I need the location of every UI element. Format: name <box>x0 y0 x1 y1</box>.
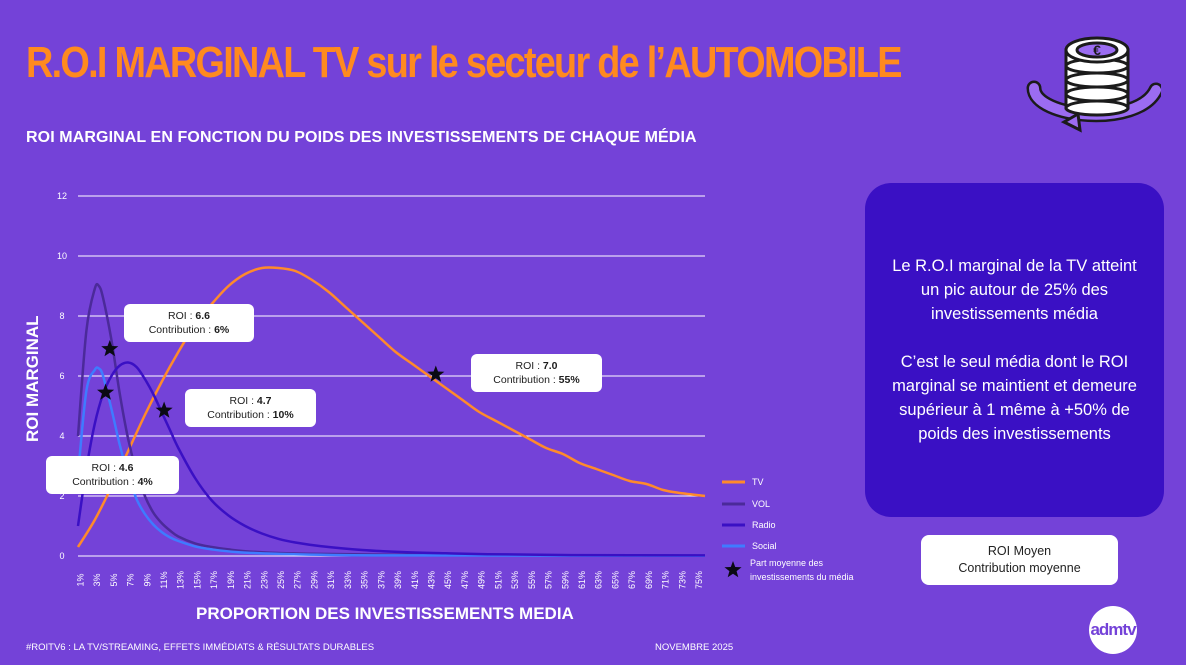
callout-roi-label: ROI : <box>167 310 196 322</box>
x-tick-label: 47% <box>460 571 470 589</box>
x-tick-label: 31% <box>326 571 336 589</box>
callout-contribution: 55% <box>558 374 580 386</box>
roi-key-line1: ROI Moyen <box>987 544 1052 558</box>
x-tick-label: 59% <box>560 571 570 589</box>
x-tick-label: 5% <box>109 573 119 586</box>
x-tick-label: 11% <box>159 571 169 588</box>
y-tick-label: 10 <box>57 251 67 261</box>
x-tick-label: 15% <box>192 571 202 589</box>
coins-stack-euro-icon: € <box>1026 36 1161 133</box>
info-paragraph-1: Le R.O.I marginal de la TV atteint un pi… <box>892 257 1137 323</box>
x-tick-label: 3% <box>92 573 102 586</box>
x-tick-label: 29% <box>309 571 319 589</box>
x-tick-label: 69% <box>644 571 654 589</box>
chart-subtitle: ROI MARGINAL EN FONCTION DU POIDS DES IN… <box>26 129 697 146</box>
x-tick-label: 23% <box>259 571 269 589</box>
x-tick-label: 53% <box>510 571 520 589</box>
star-marker-social <box>97 383 115 400</box>
x-tick-label: 35% <box>360 571 370 589</box>
callout-roi-label: ROI : <box>229 395 257 407</box>
footer-left: #ROITV6 : LA TV/STREAMING, EFFETS IMMÉDI… <box>26 642 375 653</box>
info-paragraph-2: C’est le seul média dont le ROI marginal… <box>892 353 1137 443</box>
y-tick-label: 4 <box>59 431 64 441</box>
callout-roi: 4.6 <box>118 462 134 474</box>
legend-marker-label: Part moyenne des <box>750 558 824 568</box>
legend-label-tv: TV <box>752 477 764 487</box>
x-tick-label: 9% <box>142 573 152 586</box>
callout-contribution-label: Contribution : <box>148 324 215 336</box>
x-tick-label: 45% <box>443 571 453 589</box>
callout-vol: ROI : 6.6 Contribution : 6% <box>124 304 254 342</box>
x-tick-label: 1% <box>75 573 85 586</box>
legend-star-icon <box>724 561 742 578</box>
x-tick-label: 57% <box>544 571 554 589</box>
x-tick-label: 61% <box>577 571 587 589</box>
star-marker-tv <box>427 365 445 382</box>
y-tick-label: 12 <box>57 191 67 201</box>
callout-roi: 6.6 <box>195 310 211 322</box>
x-tick-label: 49% <box>477 571 487 589</box>
admtv-logo: admtv <box>1089 606 1137 654</box>
y-tick-label: 8 <box>59 311 64 321</box>
roi-key-box: ROI Moyen Contribution moyenne <box>921 535 1118 585</box>
legend-label-vol: VOL <box>752 499 770 509</box>
callout-roi-label: ROI : <box>91 462 119 474</box>
x-tick-label: 7% <box>126 573 136 586</box>
x-tick-label: 39% <box>393 571 403 589</box>
x-tick-label: 43% <box>426 571 436 589</box>
x-tick-label: 65% <box>610 571 620 589</box>
footer-date: NOVEMBRE 2025 <box>655 642 734 653</box>
x-tick-label: 51% <box>493 571 503 589</box>
x-tick-label: 63% <box>594 571 604 589</box>
y-tick-label: 6 <box>59 371 64 381</box>
x-tick-label: 41% <box>410 571 420 589</box>
callout-radio: ROI : 4.7 Contribution : 10% <box>185 389 316 427</box>
x-tick-label: 73% <box>677 571 687 589</box>
callout-roi: 4.7 <box>256 395 272 407</box>
callout-roi: 7.0 <box>542 360 558 372</box>
legend-marker-label: investissements du média <box>750 572 854 582</box>
x-tick-label: 27% <box>293 571 303 589</box>
legend-label-radio: Radio <box>752 520 776 530</box>
callout-tv: ROI : 7.0 Contribution : 55% <box>471 354 602 392</box>
x-axis-label: PROPORTION DES INVESTISSEMENTS MEDIA <box>196 604 574 623</box>
x-tick-label: 71% <box>661 571 671 589</box>
page-title: R.O.I MARGINAL TV sur le secteur de l’AU… <box>26 38 903 87</box>
series-line-radio <box>76 361 706 557</box>
callout-social: ROI : 4.6 Contribution : 4% <box>46 456 179 494</box>
series-line-social <box>76 366 706 557</box>
y-tick-label: 0 <box>59 551 64 561</box>
y-tick-label: 2 <box>59 491 64 501</box>
callout-contribution: 6% <box>214 324 230 336</box>
x-tick-label: 19% <box>226 571 236 589</box>
callout-roi-label: ROI : <box>515 360 543 372</box>
series-line-tv <box>76 266 706 548</box>
info-box: Le R.O.I marginal de la TV atteint un pi… <box>865 183 1164 517</box>
roi-key-line2: Contribution moyenne <box>958 561 1081 575</box>
x-tick-label: 21% <box>243 571 253 589</box>
callout-contribution-label: Contribution : <box>493 374 559 386</box>
x-tick-label: 17% <box>209 571 219 589</box>
callout-contribution-label: Contribution : <box>207 409 273 421</box>
x-tick-label: 55% <box>527 571 537 589</box>
x-tick-label: 37% <box>376 571 386 589</box>
x-tick-label: 75% <box>694 571 704 589</box>
callout-contribution: 10% <box>272 409 294 421</box>
x-tick-label: 25% <box>276 571 286 589</box>
y-axis-label: ROI MARGINAL <box>23 315 42 442</box>
legend-label-social: Social <box>752 541 777 551</box>
callout-contribution-label: Contribution : <box>72 476 138 488</box>
star-marker-vol <box>101 340 119 357</box>
x-tick-label: 33% <box>343 571 353 589</box>
star-marker-radio <box>155 401 173 418</box>
callout-contribution: 4% <box>137 476 153 488</box>
svg-text:€: € <box>1093 42 1101 58</box>
x-tick-label: 13% <box>176 571 186 589</box>
x-tick-label: 67% <box>627 571 637 589</box>
